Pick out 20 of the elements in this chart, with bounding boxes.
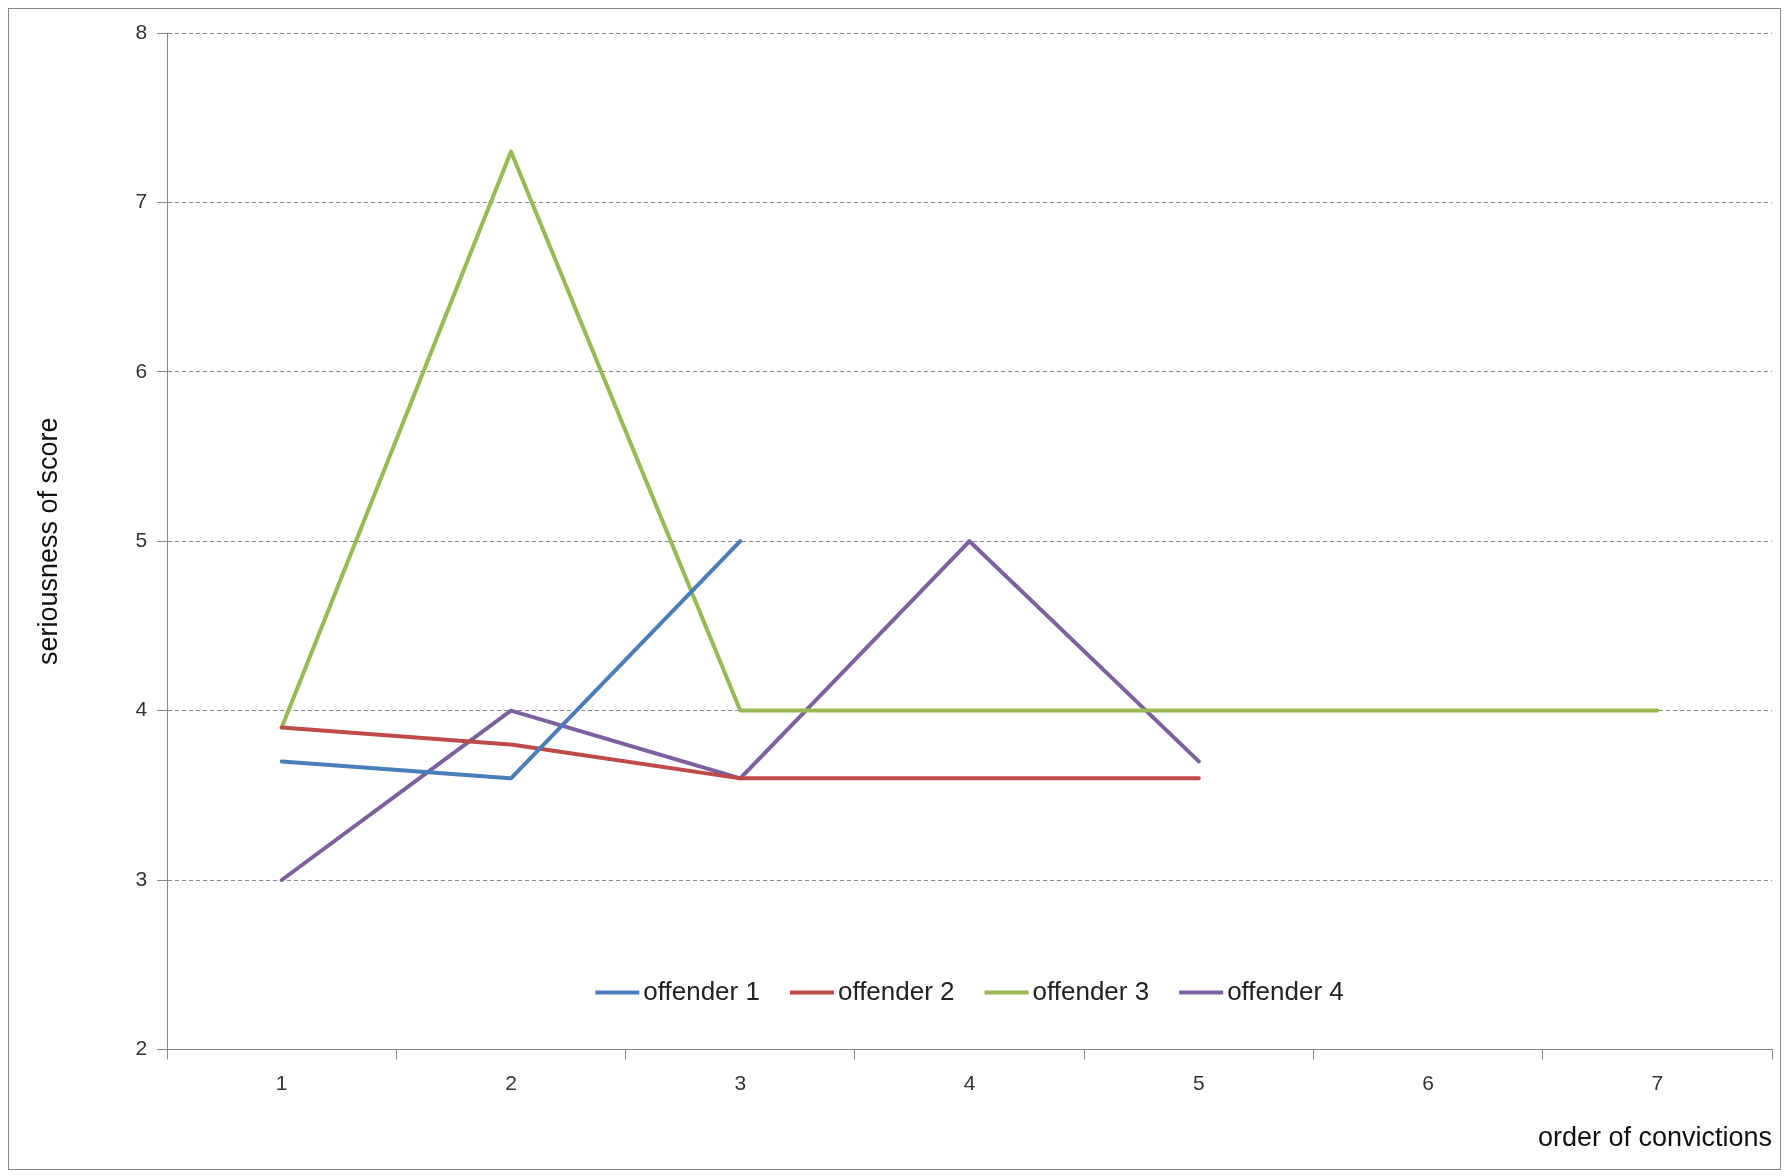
y-tick-label: 5 [135, 528, 148, 551]
y-tick-label: 7 [135, 189, 148, 213]
legend-label: offender 3 [1032, 975, 1150, 1006]
x-tick-label: 3 [734, 1070, 747, 1094]
x-tick-label: 1 [275, 1070, 288, 1094]
x-tick-label: 2 [505, 1070, 517, 1094]
x-axis-title: order of convictions [1537, 1122, 1772, 1153]
y-tick-label: 6 [135, 358, 148, 382]
y-tick-label: 2 [135, 1036, 148, 1060]
x-tick-label: 5 [1192, 1070, 1205, 1094]
x-tick-label: 7 [1651, 1070, 1664, 1094]
y-tick-label: 3 [135, 866, 148, 890]
x-tick-label: 4 [963, 1070, 976, 1094]
legend-label: offender 2 [837, 975, 955, 1006]
y-tick-label: 4 [135, 697, 148, 721]
legend-label: offender 1 [643, 975, 760, 1006]
x-tick-label: 6 [1422, 1070, 1434, 1094]
legend-label: offender 4 [1227, 975, 1344, 1006]
y-tick-label: 8 [135, 19, 148, 43]
y-axis-title: seriousness of score [32, 417, 63, 666]
